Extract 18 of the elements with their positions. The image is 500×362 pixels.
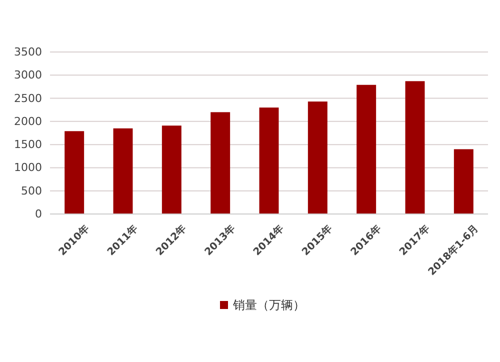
bar	[454, 149, 474, 214]
y-tick-label: 3500	[14, 46, 42, 59]
y-tick-label: 0	[35, 208, 42, 221]
y-tick-label: 2000	[14, 114, 42, 128]
y-tick-label: 3000	[14, 68, 42, 82]
bar	[210, 112, 230, 214]
bar	[356, 84, 376, 214]
y-tick-label: 1500	[14, 138, 42, 152]
bar	[259, 108, 279, 214]
bar	[113, 128, 133, 214]
bar	[405, 81, 425, 214]
bar	[308, 102, 328, 214]
bar	[162, 126, 182, 214]
y-tick-label: 1000	[14, 161, 42, 174]
y-tick-label: 2500	[14, 92, 42, 105]
y-tick-label: 500	[21, 184, 42, 198]
bar	[64, 131, 84, 214]
legend-label: 销量（万辆）	[232, 298, 305, 312]
